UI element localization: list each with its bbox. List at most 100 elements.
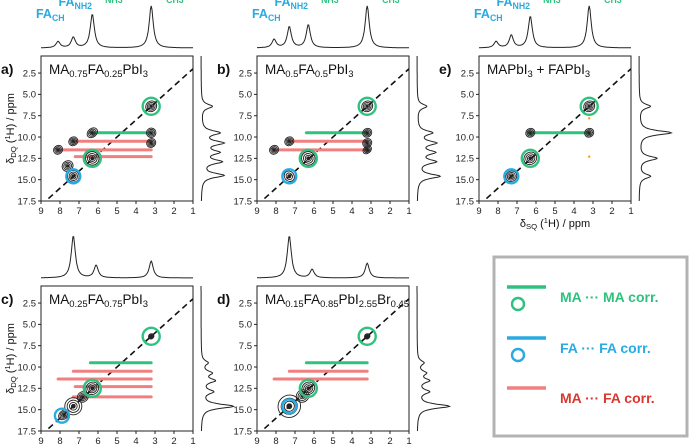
contour-level bbox=[304, 154, 312, 162]
top-peak-label: FACH bbox=[474, 7, 503, 23]
title-text-part: FA bbox=[59, 0, 75, 9]
contour-level bbox=[526, 129, 535, 137]
x-tick-label: 2 bbox=[171, 206, 176, 217]
diagonal-line bbox=[260, 298, 409, 431]
artifact-dot bbox=[588, 117, 591, 120]
x-tick-label: 6 bbox=[311, 206, 316, 217]
title-text-part: + FAPbI bbox=[533, 62, 585, 77]
y-tick-label: 15.0 bbox=[18, 175, 37, 186]
y-tick-label: 17.5 bbox=[18, 426, 37, 437]
title-text-part: FA bbox=[474, 7, 490, 21]
contour-level bbox=[506, 171, 516, 181]
contour-level bbox=[88, 154, 96, 162]
contour-level bbox=[90, 386, 95, 391]
contour-peak bbox=[584, 127, 595, 138]
y-axis-label: δDQ (1H) / ppm bbox=[3, 323, 19, 394]
contour-peak bbox=[523, 151, 538, 166]
y-tick-label: 10.0 bbox=[18, 132, 37, 143]
contour-level bbox=[364, 103, 371, 110]
y-tick-label: 7.5 bbox=[23, 341, 36, 352]
ma-circle-marker bbox=[520, 148, 540, 169]
contour-level bbox=[147, 128, 156, 137]
contour-level bbox=[71, 139, 75, 143]
title-text-part: PbI bbox=[123, 62, 143, 77]
title-text-part: MA bbox=[302, 0, 321, 3]
title-text-part: Br bbox=[377, 292, 391, 307]
contour-level bbox=[149, 334, 153, 338]
ma-circle-marker bbox=[357, 96, 377, 117]
y-tick-label: 2.5 bbox=[23, 298, 36, 309]
x-tick-label: 1 bbox=[406, 206, 411, 217]
x-tick-label: 7 bbox=[76, 206, 81, 217]
contour-level bbox=[365, 141, 369, 145]
y-tick-label: 7.5 bbox=[23, 111, 36, 122]
contour-level bbox=[81, 395, 85, 399]
y-tick-label: 5.0 bbox=[23, 90, 36, 101]
y-tick-label: 17.5 bbox=[234, 426, 253, 437]
x-tick-label: 5 bbox=[552, 206, 557, 217]
plot-area bbox=[260, 298, 409, 431]
contour-peak bbox=[146, 138, 157, 148]
subscript-text: NH2 bbox=[75, 1, 93, 11]
contour-level bbox=[71, 174, 76, 179]
plot-frame bbox=[478, 55, 632, 202]
legend-circle-fa bbox=[510, 347, 526, 363]
top-1d-spectrum bbox=[41, 5, 193, 49]
title-text-part: 1 bbox=[544, 216, 548, 225]
panel-title: MA0.15FA0.85PbI2.55Br0.45 bbox=[265, 292, 409, 310]
x-tick-label: 7 bbox=[514, 206, 519, 217]
subscript-text: 3 bbox=[143, 299, 148, 310]
top-1d-spectrum bbox=[41, 236, 193, 279]
contour-level bbox=[148, 333, 154, 339]
contour-level bbox=[362, 145, 372, 155]
contour-level bbox=[66, 399, 80, 413]
y-tick-label: 7.5 bbox=[239, 111, 252, 122]
contour-level bbox=[365, 131, 369, 135]
x-tick-label: 9 bbox=[254, 206, 259, 217]
contour-peak bbox=[85, 151, 100, 166]
contour-level bbox=[301, 151, 316, 166]
x-tick-label: 9 bbox=[254, 436, 259, 445]
x-tick-label: 6 bbox=[95, 436, 100, 445]
contour-peak bbox=[301, 151, 316, 166]
subscript-text: CH bbox=[490, 13, 503, 23]
title-text-part: FA bbox=[275, 0, 291, 9]
contour-level bbox=[523, 151, 538, 166]
plot-area bbox=[482, 68, 631, 201]
contour-level bbox=[585, 129, 593, 137]
contour-level bbox=[584, 127, 595, 138]
x-tick-label: 9 bbox=[38, 206, 43, 217]
subscript-text: NH3 bbox=[543, 0, 561, 5]
subscript-text: NH2 bbox=[513, 1, 531, 11]
y-tick-label: 15.0 bbox=[234, 175, 253, 186]
y-tick-label: 17.5 bbox=[234, 196, 253, 207]
subscript-text: NH2 bbox=[291, 1, 309, 11]
contour-level bbox=[505, 170, 518, 183]
contour-level bbox=[68, 136, 79, 147]
title-text-part: PbI bbox=[123, 292, 143, 307]
title-text-part: FA bbox=[252, 7, 268, 21]
contour-level bbox=[56, 148, 60, 152]
x-tick-label: 2 bbox=[609, 206, 614, 217]
contour-level bbox=[284, 136, 295, 147]
x-tick-label: 5 bbox=[330, 206, 335, 217]
title-text-part: H) / ppm bbox=[5, 93, 17, 135]
contour-level bbox=[85, 151, 100, 166]
title-text-part: ( bbox=[537, 218, 544, 230]
x-tick-label: 4 bbox=[133, 206, 138, 217]
contour-level bbox=[365, 104, 369, 108]
contour-peak bbox=[53, 144, 64, 155]
chart-panel-5: 9 8 7 6 5 4 3 2 12.55.07.510.012.515.017.5MA0.15… bbox=[217, 236, 452, 445]
contour-level bbox=[89, 130, 96, 136]
legend-label-fa: FA ··· FA corr. bbox=[560, 340, 651, 356]
contour-level bbox=[283, 400, 295, 412]
side-1d-spectrum bbox=[200, 286, 236, 432]
contour-level bbox=[61, 412, 67, 418]
contour-level bbox=[70, 173, 77, 180]
y-tick-label: 17.5 bbox=[18, 196, 37, 207]
plot-frame bbox=[256, 55, 410, 202]
diagonal-line bbox=[260, 68, 409, 201]
contour-level bbox=[55, 147, 61, 153]
x-tick-label: 4 bbox=[349, 206, 354, 217]
